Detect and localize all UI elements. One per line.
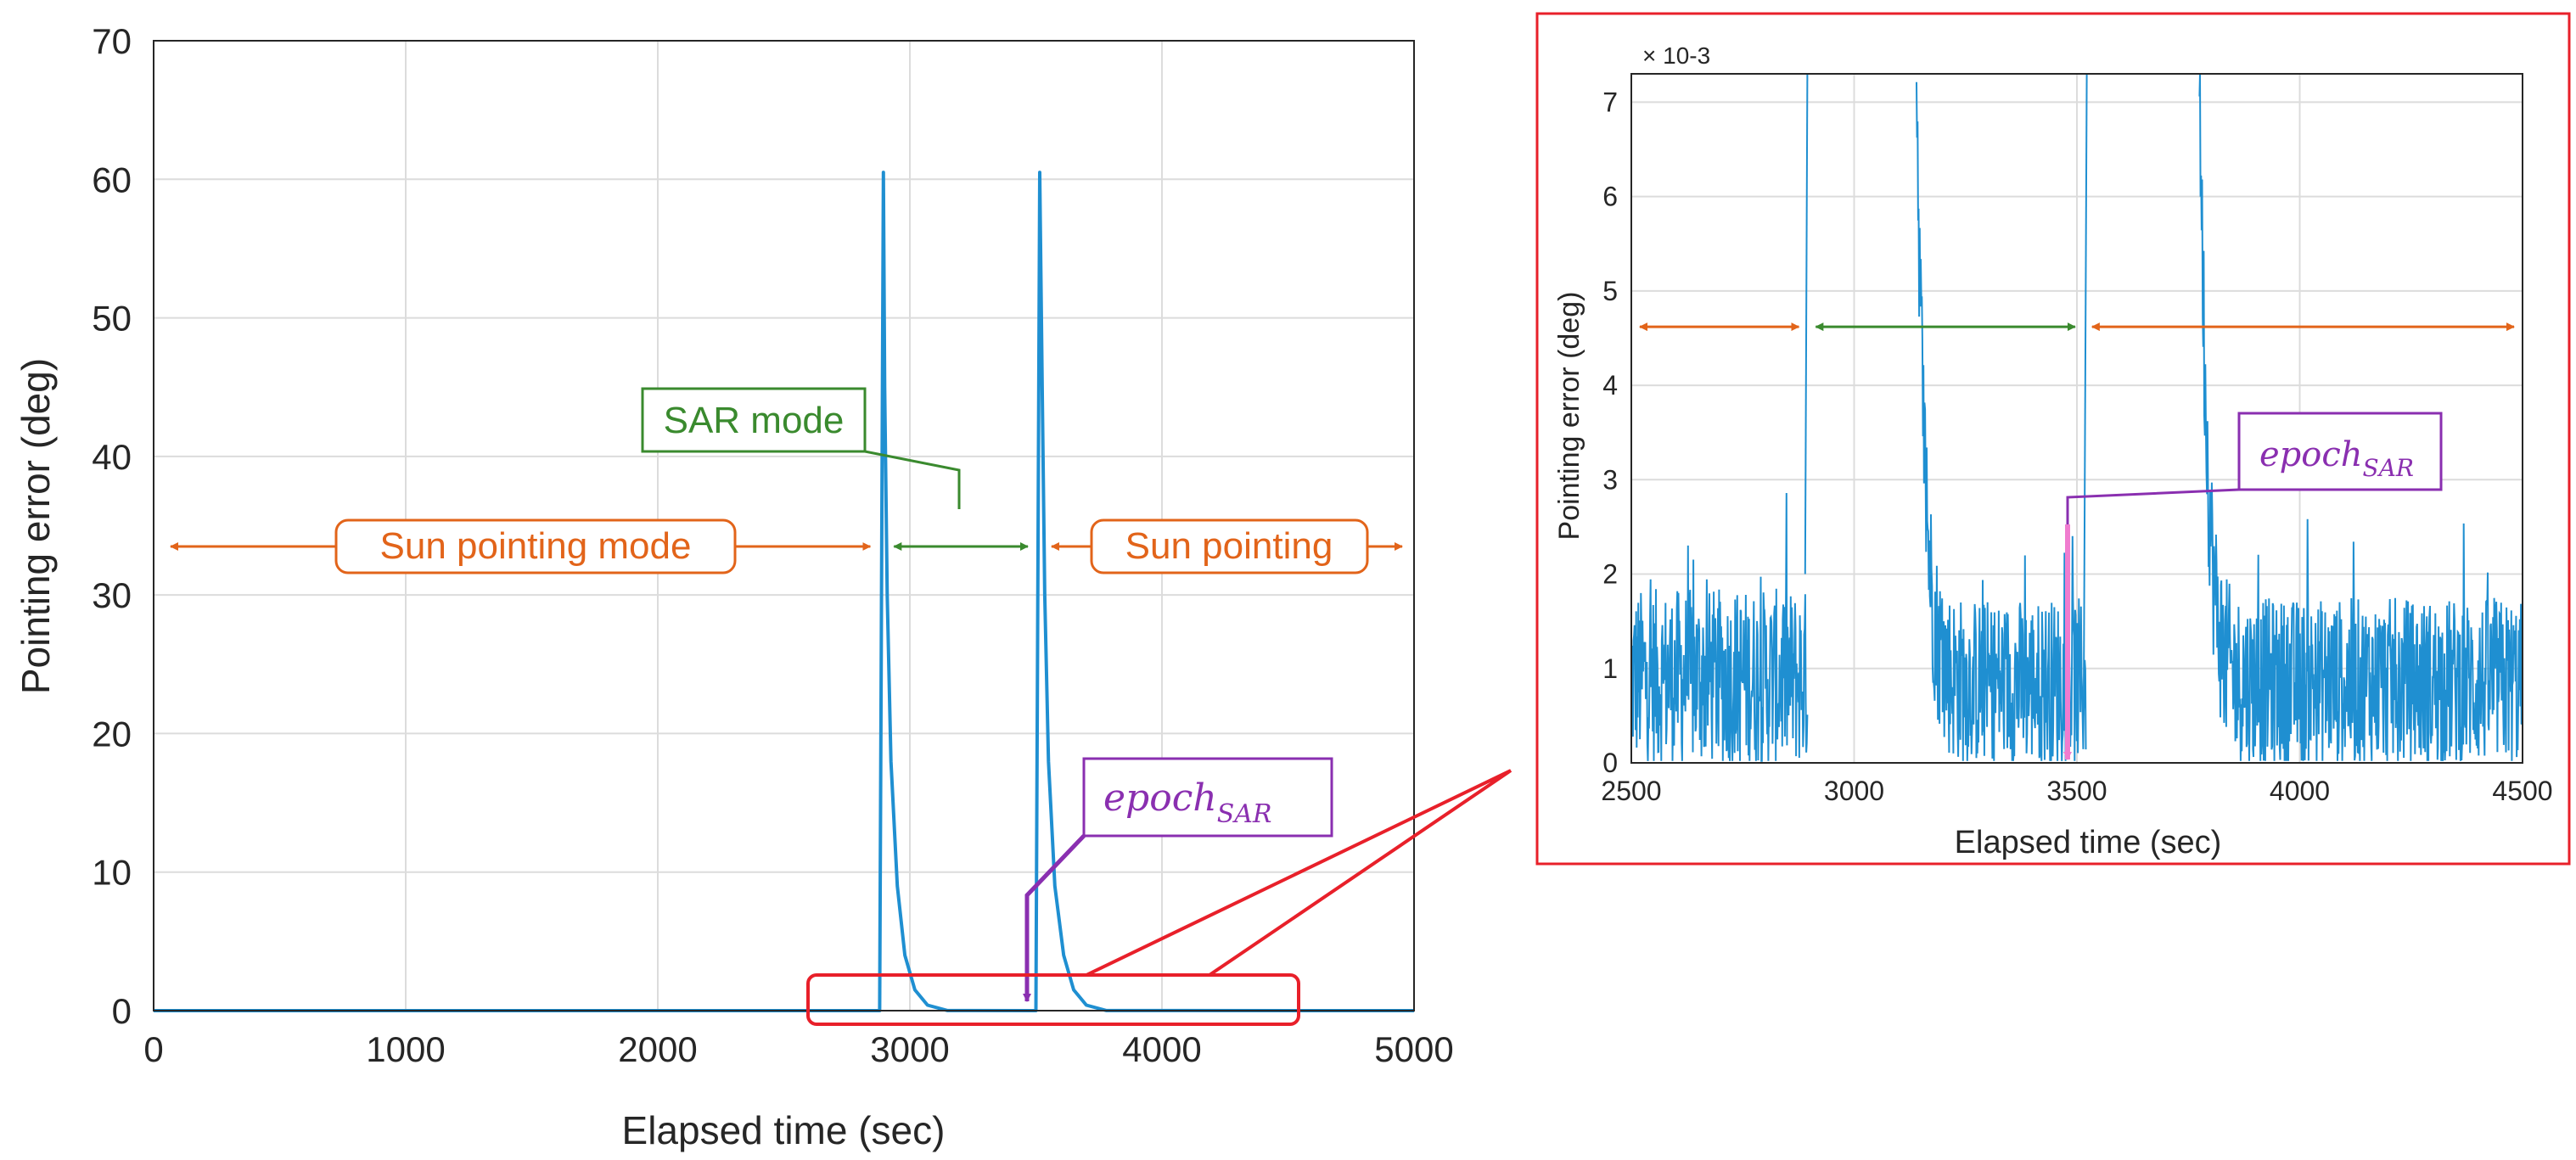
inset-y-tick-label: 5: [1602, 276, 1618, 306]
inset-x-tick-label: 3500: [2046, 776, 2107, 806]
epoch-callout-inset: epochSAR: [2063, 412, 2443, 760]
sun-mode-left-box: [334, 518, 737, 574]
sun-mode-right-box: [1090, 518, 1369, 574]
inset-x-tick-label: 2500: [1601, 776, 1661, 806]
inset-series-segment-3: [2082, 73, 2088, 716]
inset-series-segment-2: [1916, 81, 2087, 761]
inset-y-axis-label: Pointing error (deg): [1553, 292, 1585, 541]
main-y-axis-label: Pointing error (deg): [14, 358, 58, 694]
inset-series-segment-4: [2198, 73, 2523, 761]
inset-y-tick-label: 6: [1602, 182, 1618, 212]
inset-x-tick-label: 4000: [2270, 776, 2330, 806]
sun-mode-left-label: Sun pointing mode: [380, 525, 692, 567]
epoch-callout-main: epochSAR: [1023, 757, 1333, 1002]
main-x-tick-label: 1000: [366, 1029, 445, 1069]
sun-mode-left-callout: Sun pointing mode: [334, 518, 737, 574]
inset-y-tick-label: 0: [1602, 748, 1618, 778]
inset-series-segment-1: [1804, 73, 1809, 574]
inset-ticks: 2500 3000 3500 4000 4500 0 1 2 3 4 5 6 7: [1601, 87, 2552, 806]
main-chart: 0 1000 2000 3000 4000 5000 0 10 20 30 40 50 60 70 Ela…: [14, 21, 1512, 1152]
inset-y-tick-label: 2: [1602, 559, 1618, 590]
sar-mode-callout: SAR mode: [641, 387, 961, 509]
main-y-tick-label: 40: [92, 437, 132, 477]
main-x-tick-label: 0: [143, 1029, 163, 1069]
main-y-tick-label: 0: [112, 991, 132, 1031]
inset-y-tick-label: 3: [1602, 464, 1618, 495]
main-y-tick-label: 70: [92, 21, 132, 61]
main-x-tick-label: 4000: [1122, 1029, 1201, 1069]
inset-series: [1630, 73, 2523, 762]
epoch-main-arrow: [1023, 834, 1086, 1002]
inset-y-tick-label: 4: [1602, 370, 1618, 401]
epoch-inset-leader: [2066, 488, 2240, 524]
main-x-axis-label: Elapsed time (sec): [622, 1108, 946, 1152]
main-y-tick-label: 50: [92, 299, 132, 339]
main-x-tick-label: 3000: [870, 1029, 949, 1069]
inset-y-tick-label: 7: [1602, 87, 1618, 117]
main-axes-frame: [153, 40, 1415, 1011]
main-x-tick-label: 2000: [618, 1029, 697, 1069]
main-y-tick-label: 60: [92, 160, 132, 199]
main-ticks: 0 1000 2000 3000 4000 5000 0 10 20 30 40 50 60 70: [92, 21, 1453, 1069]
zoom-connector-lines: [1086, 769, 1512, 977]
main-y-tick-label: 20: [92, 714, 132, 754]
inset-x-tick-label: 3000: [1824, 776, 1884, 806]
inset-chart: 2500 3000 3500 4000 4500 0 1 2 3 4 5 6 7 × 10-3 Elap…: [1535, 12, 2571, 866]
inset-y-tick-label: 1: [1602, 653, 1618, 684]
main-y-tick-label: 30: [92, 575, 132, 615]
epoch-inset-box: [2237, 412, 2443, 491]
sun-mode-right-label: Sun pointing: [1125, 525, 1333, 567]
zoom-region-box: [806, 973, 1300, 1026]
epoch-main-label: epochSAR: [1103, 776, 1272, 829]
main-x-tick-label: 5000: [1374, 1029, 1453, 1069]
inset-series-segment-0: [1630, 492, 1809, 762]
inset-axes-frame: [1630, 73, 2523, 764]
sar-mode-leader-line: [864, 450, 961, 509]
sun-mode-right-callout: Sun pointing: [1090, 518, 1369, 574]
epoch-main-box: [1082, 757, 1333, 838]
inset-x-tick-label: 4500: [2492, 776, 2552, 806]
epoch-inset-label: epochSAR: [2259, 435, 2414, 482]
sar-mode-label: SAR mode: [664, 400, 845, 441]
inset-exponent-label: × 10-3: [1642, 42, 1710, 69]
sar-mode-box: [641, 387, 867, 453]
inset-x-axis-label: Elapsed time (sec): [1955, 825, 2222, 860]
main-y-tick-label: 10: [92, 853, 132, 893]
